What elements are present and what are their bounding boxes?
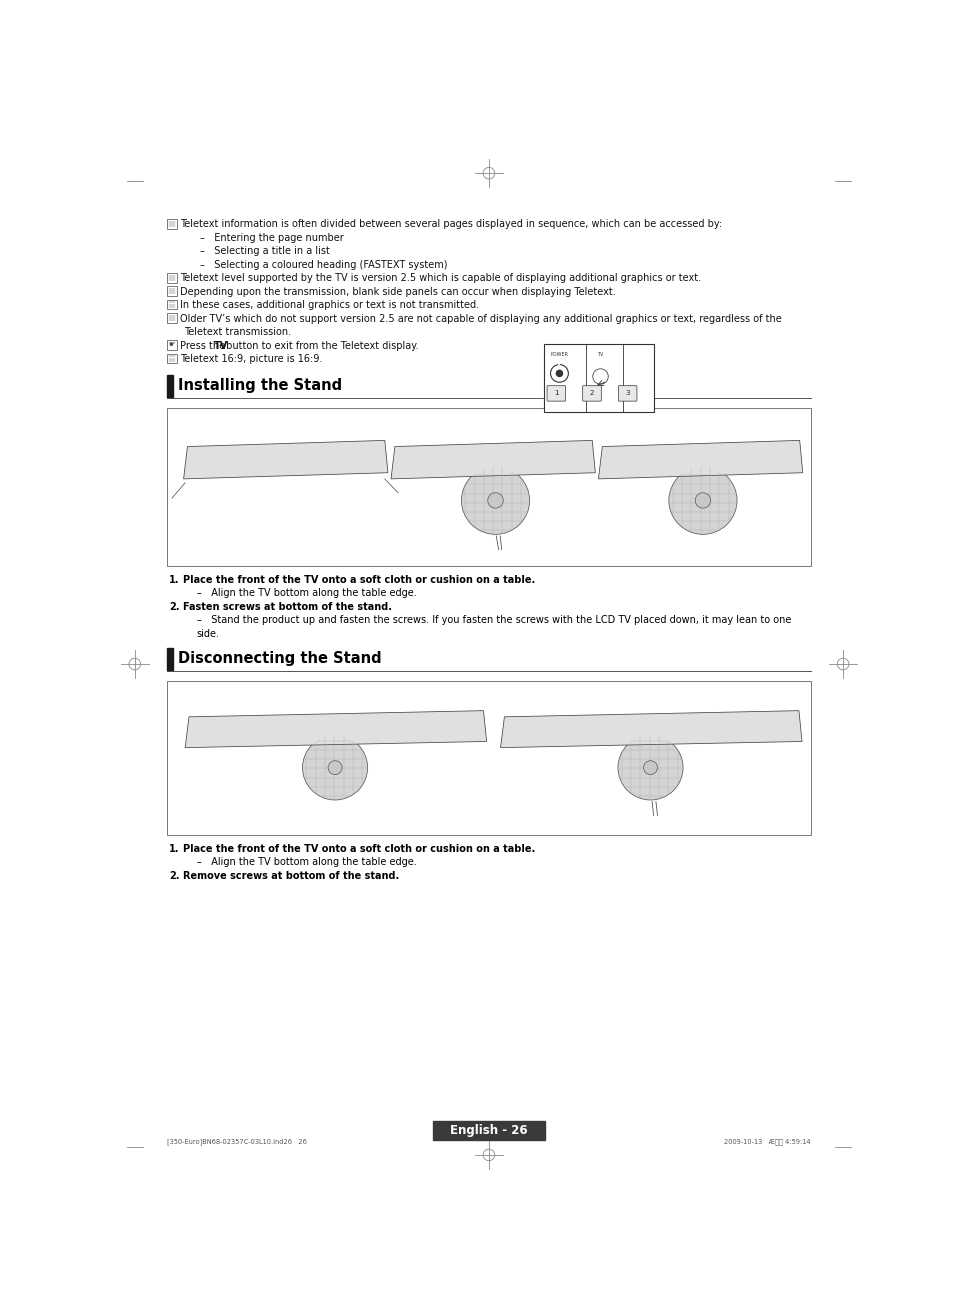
Text: TV: TV [597, 352, 603, 356]
Circle shape [695, 493, 710, 508]
Text: 2.: 2. [169, 602, 179, 611]
Text: 1: 1 [554, 391, 558, 396]
Text: POWER: POWER [550, 352, 568, 356]
Circle shape [487, 493, 503, 508]
Text: –   Selecting a coloured heading (FASTEXT system): – Selecting a coloured heading (FASTEXT … [199, 260, 447, 270]
Text: TV: TV [213, 341, 228, 351]
Text: –   Stand the product up and fasten the screws. If you fasten the screws with th: – Stand the product up and fasten the sc… [196, 615, 790, 625]
Text: –   Entering the page number: – Entering the page number [199, 233, 343, 243]
Text: Press the: Press the [180, 341, 228, 351]
Text: Depending upon the transmission, blank side panels can occur when displaying Tel: Depending upon the transmission, blank s… [180, 287, 616, 297]
FancyBboxPatch shape [167, 274, 176, 283]
Bar [167, 681, 810, 835]
Text: 2.: 2. [169, 871, 179, 881]
Polygon shape [183, 441, 388, 479]
Text: Older TV’s which do not support version 2.5 are not capable of displaying any ad: Older TV’s which do not support version … [180, 314, 781, 323]
Text: button to exit from the Teletext display.: button to exit from the Teletext display… [222, 341, 418, 351]
Text: 3: 3 [625, 391, 629, 396]
FancyBboxPatch shape [167, 354, 176, 363]
Text: [350-Euro]BN68-02357C-03L10.ind26   26: [350-Euro]BN68-02357C-03L10.ind26 26 [167, 1139, 307, 1145]
Text: 1.: 1. [169, 844, 179, 853]
Bar [167, 648, 172, 669]
Text: 2: 2 [589, 391, 594, 396]
FancyBboxPatch shape [167, 287, 176, 296]
Polygon shape [185, 710, 486, 748]
Circle shape [618, 735, 682, 800]
Text: Installing the Stand: Installing the Stand [178, 377, 342, 393]
Polygon shape [391, 441, 595, 479]
Bar [543, 345, 654, 412]
FancyBboxPatch shape [167, 300, 176, 309]
Text: –   Align the TV bottom along the table edge.: – Align the TV bottom along the table ed… [196, 588, 416, 598]
Text: Fasten screws at bottom of the stand.: Fasten screws at bottom of the stand. [183, 602, 392, 611]
Circle shape [668, 467, 737, 534]
Circle shape [302, 735, 367, 800]
Text: ☛: ☛ [168, 341, 175, 350]
Text: 1.: 1. [169, 575, 179, 585]
Polygon shape [500, 710, 801, 748]
Circle shape [461, 467, 529, 534]
Text: Remove screws at bottom of the stand.: Remove screws at bottom of the stand. [183, 871, 398, 881]
Text: Teletext level supported by the TV is version 2.5 which is capable of displaying: Teletext level supported by the TV is ve… [180, 274, 700, 283]
Text: Place the front of the TV onto a soft cloth or cushion on a table.: Place the front of the TV onto a soft cl… [183, 575, 535, 585]
FancyBboxPatch shape [582, 385, 600, 401]
Circle shape [328, 760, 342, 775]
Text: Teletext 16:9, picture is 16:9.: Teletext 16:9, picture is 16:9. [180, 354, 322, 364]
FancyBboxPatch shape [618, 385, 637, 401]
Text: Teletext transmission.: Teletext transmission. [184, 327, 292, 337]
Text: Disconnecting the Stand: Disconnecting the Stand [178, 651, 381, 665]
Circle shape [556, 371, 562, 376]
Text: Place the front of the TV onto a soft cloth or cushion on a table.: Place the front of the TV onto a soft cl… [183, 844, 535, 853]
Bar [167, 408, 810, 565]
FancyBboxPatch shape [167, 220, 176, 229]
FancyBboxPatch shape [167, 341, 176, 350]
Bar [433, 1122, 544, 1140]
Text: English - 26: English - 26 [450, 1124, 527, 1136]
Text: –   Align the TV bottom along the table edge.: – Align the TV bottom along the table ed… [196, 857, 416, 868]
Bar [167, 375, 172, 397]
Polygon shape [598, 441, 802, 479]
Text: Teletext information is often divided between several pages displayed in sequenc: Teletext information is often divided be… [180, 220, 721, 229]
Text: side.: side. [196, 629, 219, 639]
Text: –   Selecting a title in a list: – Selecting a title in a list [199, 246, 330, 256]
Circle shape [643, 760, 657, 775]
Text: 2009-10-13   Æ오후 4:59:14: 2009-10-13 Æ오후 4:59:14 [723, 1139, 810, 1145]
Text: In these cases, additional graphics or text is not transmitted.: In these cases, additional graphics or t… [180, 300, 478, 310]
FancyBboxPatch shape [546, 385, 565, 401]
FancyBboxPatch shape [167, 313, 176, 323]
